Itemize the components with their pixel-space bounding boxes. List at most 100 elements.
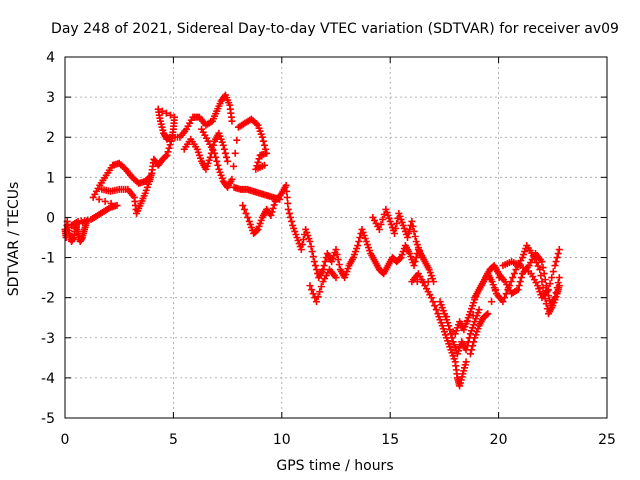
data-point [258,133,266,141]
data-point [379,215,387,223]
data-point [308,286,316,294]
data-point [254,158,262,166]
data-point [233,136,241,144]
data-point [214,161,222,169]
data-point [283,193,291,201]
x-tick-label: 25 [598,432,616,448]
data-point [316,288,324,296]
data-point [405,229,413,237]
data-point [158,107,166,115]
data-point [542,300,550,308]
x-tick-label: 5 [169,432,178,448]
y-tick-label: -2 [41,291,55,307]
data-point [495,274,503,282]
data-point [392,224,400,232]
data-point [220,145,228,153]
x-tick-label: 20 [490,432,508,448]
data-point [410,262,418,270]
data-point [284,205,292,213]
y-tick-label: 3 [46,90,55,106]
data-point [268,208,276,216]
data-point [555,274,563,282]
x-tick-label: 15 [381,432,399,448]
data-point [375,225,383,233]
data-point [221,149,229,157]
data-point [555,282,563,290]
data-point [269,204,277,212]
plot-frame [64,56,608,419]
data-point [259,137,267,145]
data-point [162,152,170,160]
data-point [515,282,523,290]
chart-title: Day 248 of 2021, Sidereal Day-to-day VTE… [51,21,619,37]
data-point [113,201,121,209]
data-point [404,234,412,241]
data-point [310,258,318,266]
data-point [391,229,399,237]
data-point [408,217,416,225]
data-point [223,153,231,161]
data-point [332,246,340,254]
data-point [538,258,546,266]
data-point [282,181,290,189]
data-point [270,201,278,209]
data-point [317,283,325,291]
data-point [488,298,496,306]
data-point [312,298,320,306]
data-point [505,282,513,290]
data-point [446,326,454,334]
data-point [311,262,319,270]
data-point [412,254,420,262]
y-tick-label: -1 [41,251,55,267]
data-point [224,157,232,165]
data-point [534,262,542,270]
data-point [448,334,456,342]
y-tick-label: 2 [46,130,55,146]
data-point [311,294,319,302]
data-point [470,338,478,346]
data-point [321,258,329,266]
data-point [445,322,453,330]
data-point [502,290,510,298]
data-point [429,298,437,306]
data-point [539,284,547,292]
data-point [553,254,561,262]
data-point [393,219,401,227]
data-point [517,274,525,282]
data-point [213,157,221,165]
data-point [548,274,556,282]
data-point [211,149,219,157]
data-point [533,259,541,267]
data-point [504,286,512,294]
data-point [163,151,171,159]
data-point [260,141,268,149]
data-point [267,211,275,219]
data-point [335,261,343,269]
data-point [255,155,263,163]
data-point [462,358,470,366]
data-point [484,310,492,318]
data-point [499,298,507,306]
data-point [320,262,328,270]
data-point [475,306,483,314]
data-point [286,213,294,221]
data-point [555,246,563,254]
data-point [510,270,518,278]
data-points [61,91,563,390]
data-point [355,238,363,246]
data-point [242,209,250,217]
data-point [552,258,560,266]
data-point [298,241,306,249]
data-point [166,111,174,119]
data-point [501,294,509,302]
y-axis-label: SDTVAR / TECUs [6,182,22,297]
data-point [95,195,103,203]
data-point [285,209,293,217]
data-point [466,350,474,358]
data-point [432,306,440,314]
data-point [396,255,404,263]
data-point [410,227,418,235]
data-point [483,311,491,319]
grid-lines [65,57,607,418]
